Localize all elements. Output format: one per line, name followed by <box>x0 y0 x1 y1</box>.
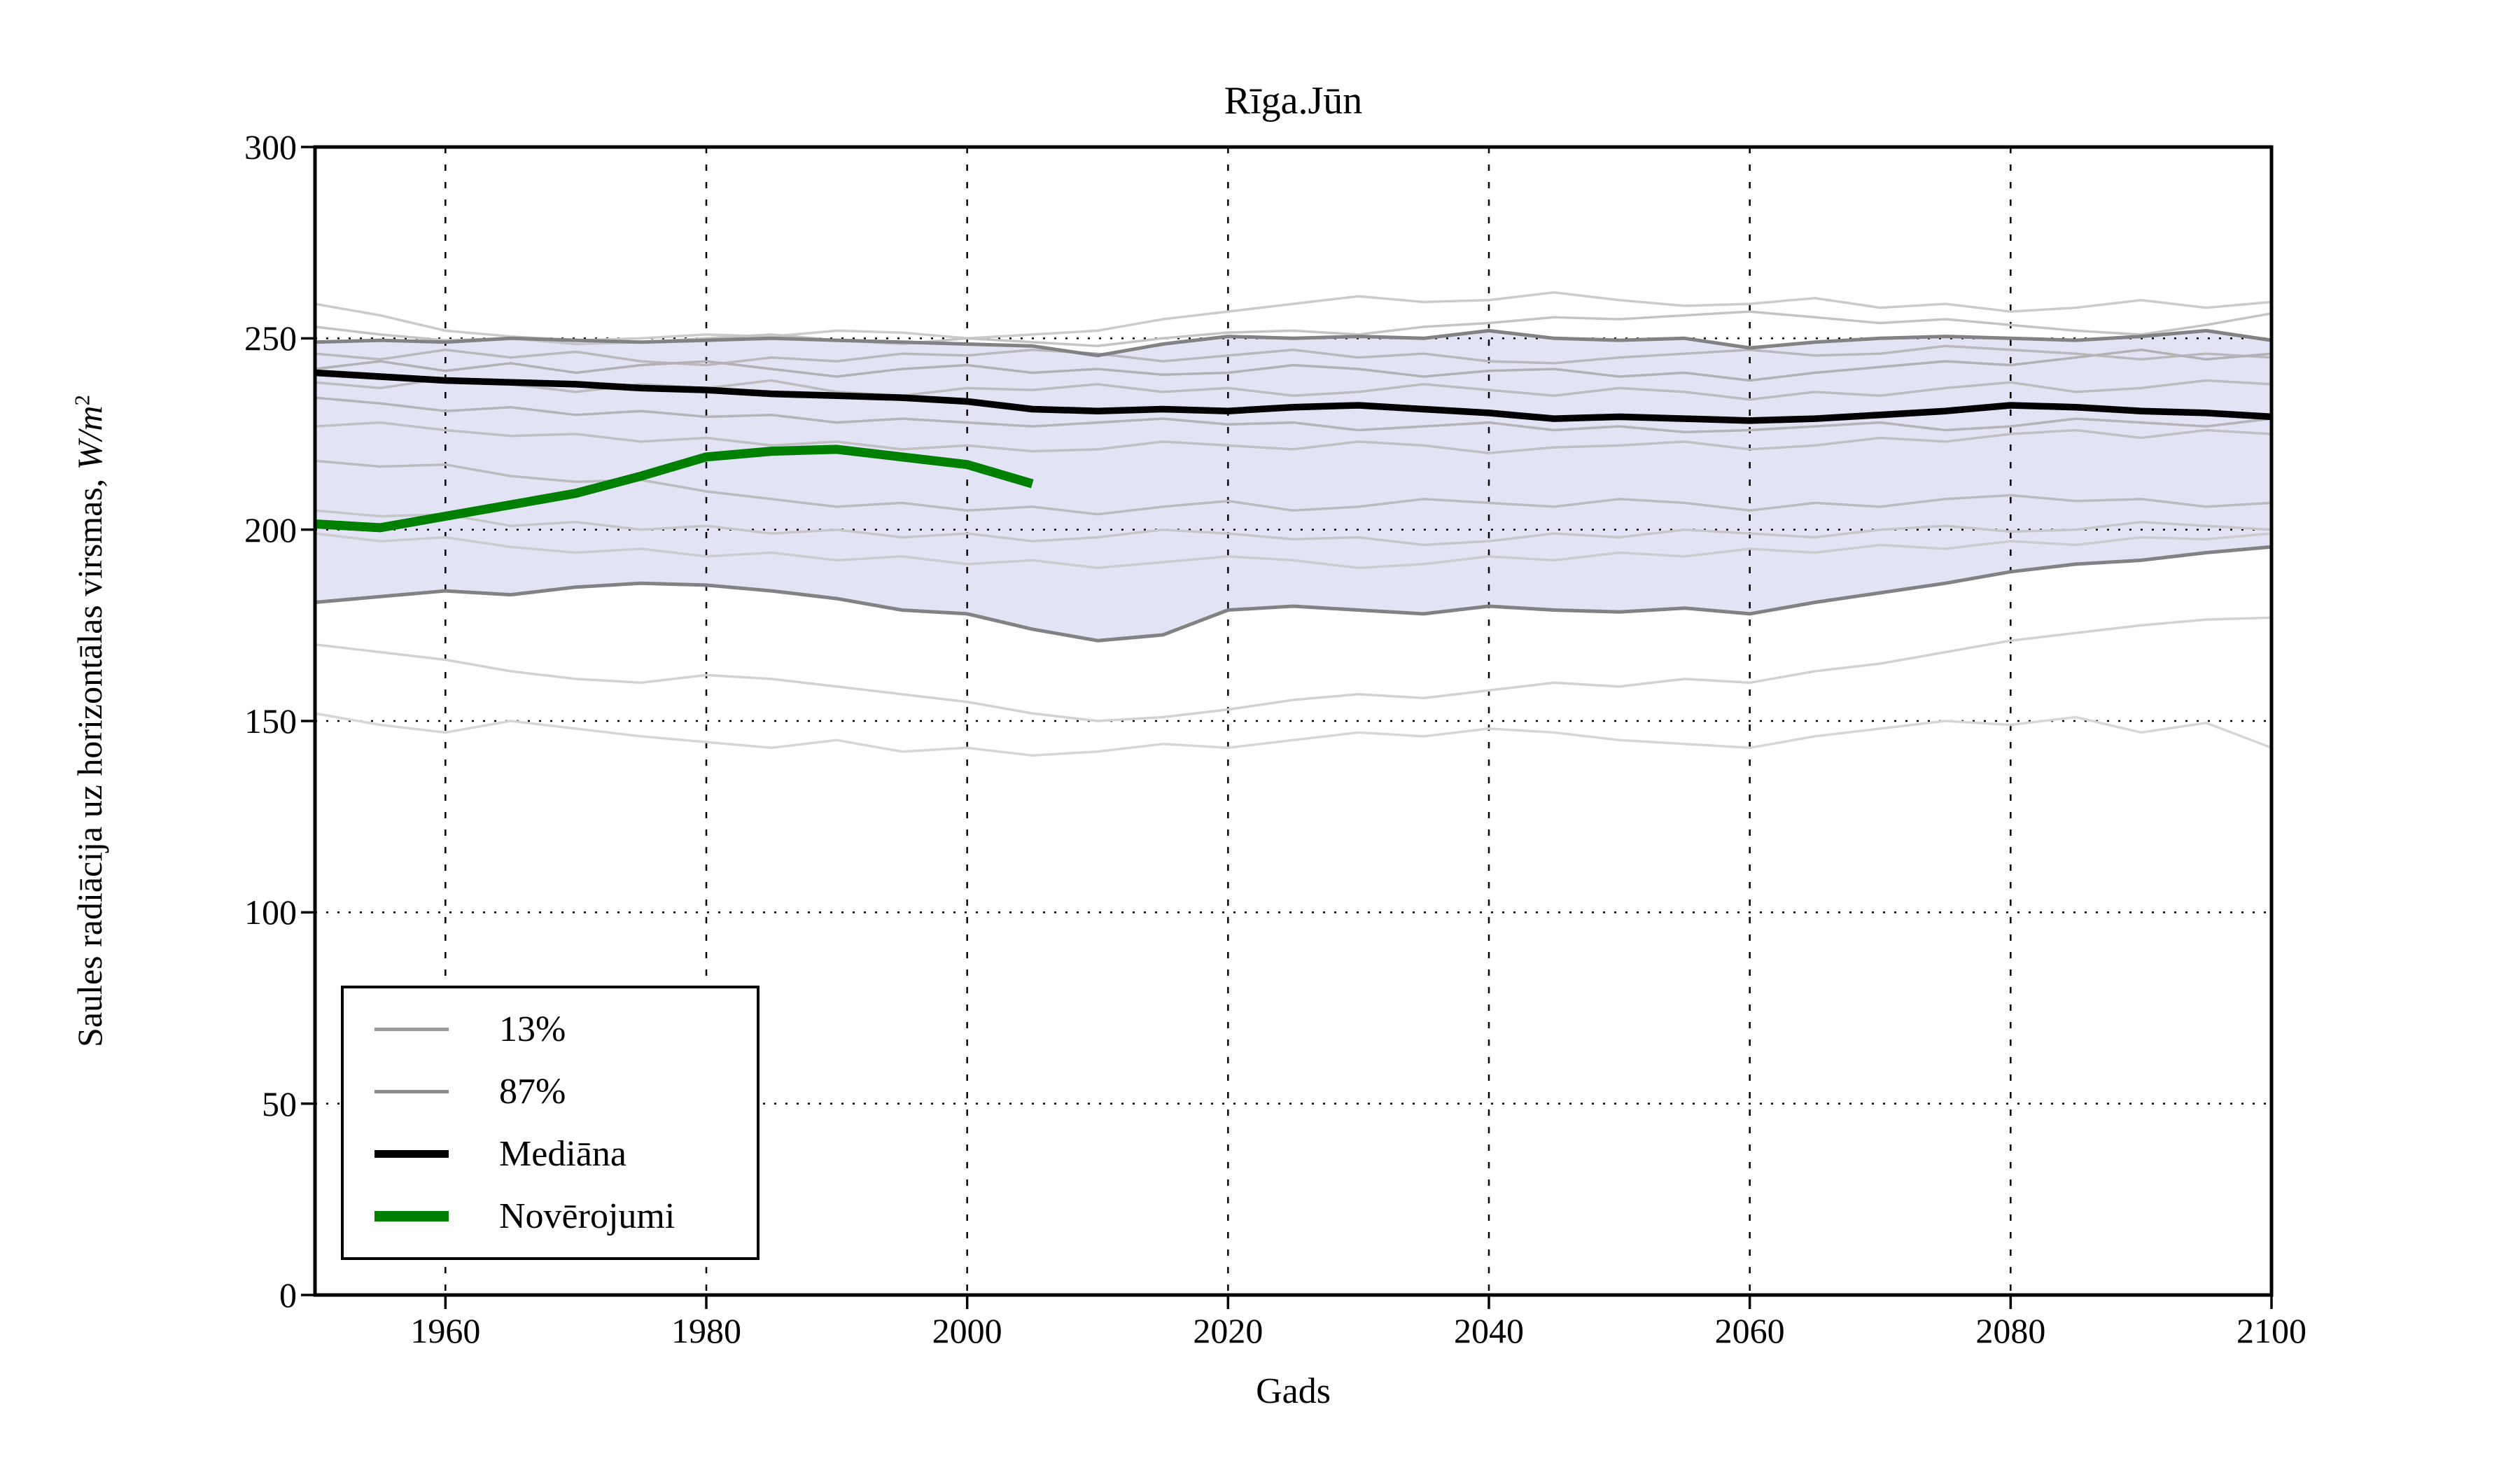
y-tick-label-200: 200 <box>244 510 297 550</box>
y-tick-label-100: 100 <box>244 892 297 932</box>
y-tick-label-150: 150 <box>244 701 297 741</box>
chart-title: Rīga.Jūn <box>1224 79 1363 122</box>
x-tick-label-2080: 2080 <box>1975 1311 2046 1350</box>
series-medi-na <box>314 369 2272 424</box>
y-tick-label-250: 250 <box>244 318 297 358</box>
y-tick-label-50: 50 <box>262 1084 297 1124</box>
legend: 13% 87% Mediāna Novērojumi <box>341 986 760 1260</box>
x-axis-label: Gads <box>1256 1371 1331 1411</box>
percentile-band <box>315 330 2272 641</box>
series-ensemble-03 <box>314 344 2272 367</box>
x-tick-label-2020: 2020 <box>1193 1311 1264 1350</box>
series-ensemble-07 <box>314 421 2272 455</box>
x-tick-label-2000: 2000 <box>932 1311 1002 1350</box>
series-ensemble-01 <box>314 290 2272 342</box>
series-87- <box>314 328 2272 358</box>
x-tick-label-2040: 2040 <box>1454 1311 1524 1350</box>
series-ensemble-06 <box>314 396 2272 434</box>
legend-line-noverojumi <box>374 1211 449 1222</box>
series-ensemble-05 <box>314 377 2272 401</box>
legend-label-noverojumi: Novērojumi <box>499 1196 676 1236</box>
legend-line-mediana <box>374 1150 449 1158</box>
legend-label-13pct: 13% <box>499 1009 566 1049</box>
legend-item-87pct: 87% <box>344 1060 757 1123</box>
legend-label-87pct: 87% <box>499 1072 566 1112</box>
y-tick-label-300: 300 <box>244 127 297 167</box>
y-axis-label-units: W/m <box>70 405 109 470</box>
series-nov-rojumi <box>314 444 1034 533</box>
y-axis-label-text: Saules radiācija uz horizontālas virsmas… <box>70 470 109 1047</box>
series-ensemble-10 <box>314 532 2272 570</box>
series-13- <box>314 545 2272 643</box>
series-ensemble-09 <box>314 509 2272 547</box>
x-tick-label-2060: 2060 <box>1714 1311 1785 1350</box>
legend-line-87pct <box>374 1090 449 1093</box>
series-ensemble-04 <box>314 348 2272 382</box>
legend-item-noverojumi: Novērojumi <box>344 1185 757 1247</box>
y-axis-label-exponent: 2 <box>69 395 94 406</box>
x-tick-label-2100: 2100 <box>2236 1311 2306 1350</box>
x-tick-label-1960: 1960 <box>410 1311 481 1350</box>
y-tick-label-0: 0 <box>279 1275 297 1315</box>
legend-label-mediana: Mediāna <box>499 1134 626 1174</box>
x-tick-label-1980: 1980 <box>671 1311 741 1350</box>
legend-line-13pct <box>374 1028 449 1031</box>
series-ensemble-11 <box>314 616 2272 722</box>
legend-item-mediana: Mediāna <box>344 1123 757 1185</box>
legend-item-13pct: 13% <box>344 998 757 1060</box>
series-ensemble-12 <box>314 712 2272 757</box>
